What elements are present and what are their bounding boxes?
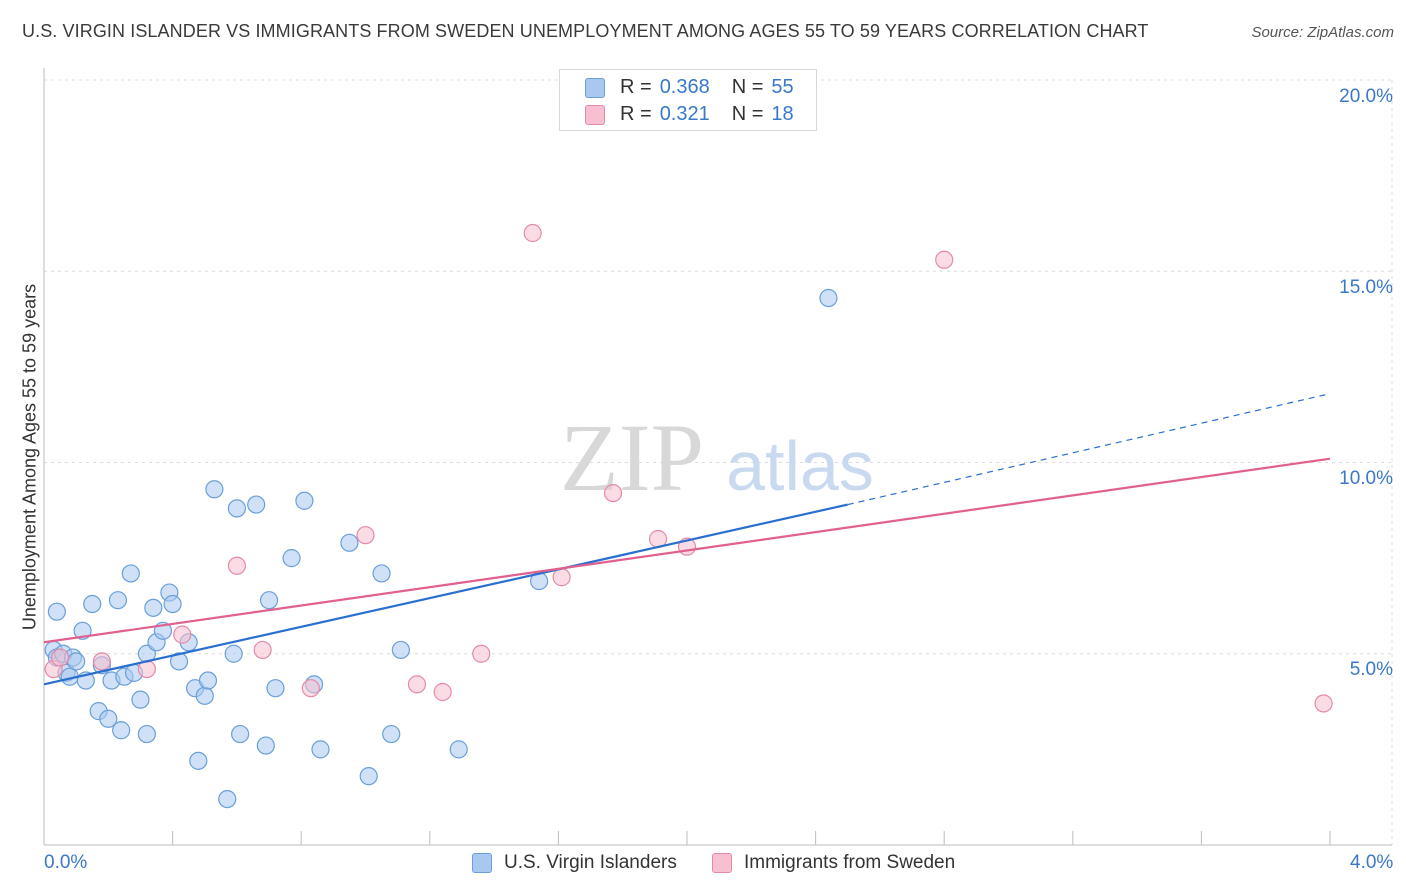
virgin-islanders-point-54: [47, 602, 66, 621]
sweden-point-4: [173, 625, 192, 644]
y-tick-10: 10.0%: [1339, 468, 1393, 489]
sweden-point-5: [227, 556, 246, 575]
virgin-islanders-point-27: [169, 652, 189, 671]
virgin-islanders-point-35: [224, 644, 243, 663]
sweden-point-2: [92, 652, 111, 671]
bottom-legend-swatch-pink: [712, 853, 732, 873]
virgin-islanders-point-22: [144, 598, 163, 617]
sweden-point-14: [603, 484, 623, 503]
virgin-islanders-point-33: [205, 480, 224, 499]
sweden-point-17: [935, 250, 954, 269]
virgin-islanders-point-47: [359, 767, 378, 786]
bottom-legend-label-blue: U.S. Virgin Islanders: [504, 852, 677, 873]
y-axis-label: Unemployment Among Ages 55 to 59 years: [19, 283, 40, 631]
virgin-islanders-point-39: [256, 736, 275, 755]
virgin-islanders-point-49: [382, 724, 401, 744]
virgin-islanders-point-36: [227, 499, 246, 518]
watermark: ZIP atlas: [560, 404, 874, 511]
sweden-point-9: [407, 675, 427, 694]
sweden-point-13: [552, 568, 571, 587]
y-tick-5: 5.0%: [1349, 659, 1393, 680]
virgin-islanders-point-38: [247, 495, 266, 514]
series-virgin-islanders: [44, 288, 838, 809]
legend-n-label: N =: [731, 102, 764, 125]
watermark-zip: ZIP: [560, 404, 704, 511]
virgin-islanders-point-12: [99, 709, 118, 728]
virgin-islanders-point-46: [340, 533, 359, 552]
stats-legend: R = 0.368 N = 55 R = 0.321 N = 18: [559, 69, 817, 131]
watermark-atlas: atlas: [726, 427, 874, 505]
sweden-point-8: [356, 526, 375, 545]
virgin-islanders-point-42: [282, 549, 301, 568]
legend-r-label: R =: [620, 102, 652, 125]
sweden-point-10: [433, 682, 452, 702]
virgin-islanders-point-50: [391, 640, 410, 660]
sweden-point-18: [1314, 694, 1333, 713]
bottom-legend-virgin-islanders: U.S. Virgin Islanders: [472, 852, 677, 874]
axes: [43, 68, 1392, 846]
trend-line-virgin-islanders: [43, 503, 848, 686]
sweden-point-11: [472, 644, 491, 663]
virgin-islanders-point-43: [295, 491, 314, 510]
legend-r-value: 0.368: [659, 75, 710, 98]
virgin-islanders-point-15: [112, 721, 131, 740]
bottom-legend-label-pink: Immigrants from Sweden: [744, 852, 956, 873]
bottom-legend-sweden: Immigrants from Sweden: [712, 852, 955, 874]
virgin-islanders-point-9: [83, 594, 102, 614]
chart-title: U.S. VIRGIN ISLANDER VS IMMIGRANTS FROM …: [22, 21, 1149, 41]
virgin-islanders-point-21: [137, 724, 156, 744]
virgin-islanders-point-51: [449, 740, 468, 759]
legend-n-value: 18: [771, 102, 794, 125]
series-sweden: [44, 223, 1333, 713]
virgin-islanders-point-14: [108, 591, 128, 610]
legend-row-sweden: R = 0.321 N = 18: [585, 102, 794, 126]
trend-line-virgin-islanders-extension: [847, 393, 1331, 506]
virgin-islanders-point-26: [163, 594, 182, 614]
legend-swatch-blue: [585, 78, 605, 98]
virgin-islanders-point-32: [198, 671, 218, 690]
legend-r-value: 0.321: [659, 102, 710, 125]
x-tick-max: 4.0%: [1350, 852, 1394, 873]
legend-n-label: N =: [731, 75, 764, 98]
virgin-islanders-point-48: [372, 564, 391, 583]
virgin-islanders-point-34: [218, 789, 237, 809]
sweden-point-12: [523, 223, 542, 243]
virgin-islanders-point-31: [195, 686, 214, 705]
bottom-legend-swatch-blue: [472, 853, 492, 873]
sweden-point-6: [253, 640, 272, 660]
trend-line-sweden: [43, 457, 1331, 644]
sweden-point-7: [301, 679, 320, 698]
virgin-islanders-point-30: [189, 751, 208, 770]
y-tick-15: 15.0%: [1339, 277, 1393, 298]
y-tick-20: 20.0%: [1339, 86, 1393, 107]
legend-row-virgin-islanders: R = 0.368 N = 55: [585, 75, 794, 99]
virgin-islanders-point-37: [231, 724, 250, 744]
virgin-islanders-point-41: [266, 679, 285, 698]
virgin-islanders-point-17: [121, 564, 140, 583]
virgin-islanders-point-40: [259, 591, 279, 610]
legend-r-label: R =: [620, 75, 652, 98]
legend-swatch-pink: [585, 105, 605, 125]
source-credit: Source: ZipAtlas.com: [1251, 24, 1394, 41]
trend-lines: [43, 393, 1331, 686]
x-tick-min: 0.0%: [44, 852, 88, 873]
virgin-islanders-point-45: [311, 740, 330, 759]
virgin-islanders-point-19: [131, 690, 150, 709]
legend-n-value: 55: [771, 75, 794, 98]
virgin-islanders-point-6: [67, 652, 86, 671]
sweden-point-1: [50, 648, 70, 667]
virgin-islanders-point-53: [819, 288, 838, 308]
